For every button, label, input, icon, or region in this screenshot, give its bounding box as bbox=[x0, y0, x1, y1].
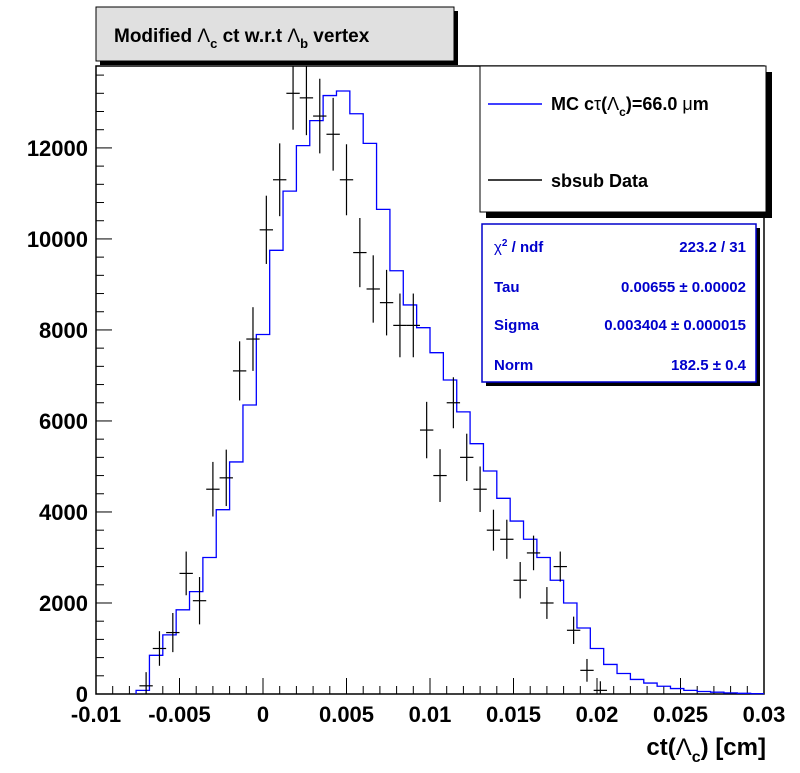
stats-chi2-name: χ2 / ndf bbox=[494, 238, 544, 256]
mc-histogram-series bbox=[135, 90, 764, 695]
data-point bbox=[232, 341, 247, 401]
y-tick-label: 10000 bbox=[27, 227, 88, 252]
x-tick-label: 0.03 bbox=[743, 702, 786, 727]
data-point bbox=[192, 577, 207, 625]
data-point bbox=[460, 433, 474, 482]
data-point bbox=[246, 307, 260, 371]
x-tick-label: 0.01 bbox=[409, 702, 452, 727]
data-point bbox=[433, 449, 447, 502]
data-point bbox=[286, 66, 300, 130]
data-point bbox=[513, 562, 527, 599]
legend-mc-label: MC cτ(Λc)=66.0 μm bbox=[551, 94, 709, 119]
data-point bbox=[299, 66, 314, 136]
data-point bbox=[379, 269, 394, 336]
stats-norm-name: Norm bbox=[494, 357, 533, 374]
data-point bbox=[166, 612, 180, 653]
data-point bbox=[540, 587, 554, 619]
y-tick-label: 2000 bbox=[39, 591, 88, 616]
data-point bbox=[219, 449, 233, 507]
x-axis-title: ct(Λc) [cm] bbox=[646, 734, 766, 766]
y-tick-label: 4000 bbox=[39, 500, 88, 525]
data-point bbox=[326, 97, 340, 171]
data-point bbox=[353, 217, 367, 288]
data-point bbox=[393, 293, 407, 358]
y-tick-label: 12000 bbox=[27, 136, 88, 161]
legend: MC cτ(Λc)=66.0 μm sbsub Data bbox=[479, 65, 772, 218]
data-point bbox=[152, 631, 167, 666]
stats-sigma-name: Sigma bbox=[494, 317, 540, 334]
x-tick-label: 0.005 bbox=[319, 702, 374, 727]
y-tick-label: 6000 bbox=[39, 409, 88, 434]
data-point bbox=[273, 143, 287, 217]
x-tick-label: -0.01 bbox=[71, 702, 121, 727]
data-point bbox=[139, 672, 153, 694]
data-point bbox=[313, 78, 327, 154]
data-point bbox=[486, 509, 501, 551]
data-point bbox=[179, 551, 193, 596]
fit-stats-box: χ2 / ndf 223.2 / 31 Tau 0.00655 ± 0.0000… bbox=[481, 223, 760, 386]
data-point bbox=[500, 519, 514, 559]
data-point bbox=[473, 466, 487, 512]
data-point bbox=[580, 658, 594, 682]
data-point bbox=[526, 535, 541, 571]
x-tick-label: -0.005 bbox=[148, 702, 210, 727]
data-errorbar-series bbox=[139, 66, 608, 694]
stats-chi2-value: 223.2 / 31 bbox=[679, 239, 746, 256]
data-point bbox=[419, 401, 434, 459]
title-box: Modified Λc ct w.r.t Λb vertex bbox=[95, 6, 458, 65]
stats-sigma-value: 0.003404 ± 0.000015 bbox=[604, 317, 746, 334]
data-point bbox=[366, 255, 380, 323]
mc-histogram-line bbox=[135, 90, 764, 695]
legend-data-label: sbsub Data bbox=[551, 171, 649, 191]
data-point bbox=[553, 551, 567, 582]
stats-tau-name: Tau bbox=[494, 279, 520, 296]
x-tick-label: 0 bbox=[257, 702, 269, 727]
stats-norm-value: 182.5 ± 0.4 bbox=[671, 357, 747, 374]
data-point bbox=[259, 195, 274, 264]
data-point bbox=[406, 293, 420, 358]
y-tick-labels: 0 2000 4000 6000 8000 10000 12000 bbox=[27, 136, 88, 707]
data-point bbox=[339, 144, 354, 216]
x-tick-labels: -0.01 -0.005 0 0.005 0.01 0.015 0.02 0.025 0.03 bbox=[71, 702, 785, 727]
data-point bbox=[566, 616, 581, 644]
x-tick-label: 0.02 bbox=[576, 702, 619, 727]
stats-tau-value: 0.00655 ± 0.00002 bbox=[621, 279, 746, 296]
data-point bbox=[593, 681, 608, 694]
chart-title: Modified Λc ct w.r.t Λb vertex bbox=[114, 26, 370, 51]
data-point bbox=[206, 461, 220, 517]
x-tick-label: 0.015 bbox=[486, 702, 541, 727]
y-tick-label: 0 bbox=[76, 682, 88, 707]
x-tick-label: 0.025 bbox=[653, 702, 708, 727]
y-tick-label: 8000 bbox=[39, 318, 88, 343]
data-point bbox=[446, 377, 461, 429]
